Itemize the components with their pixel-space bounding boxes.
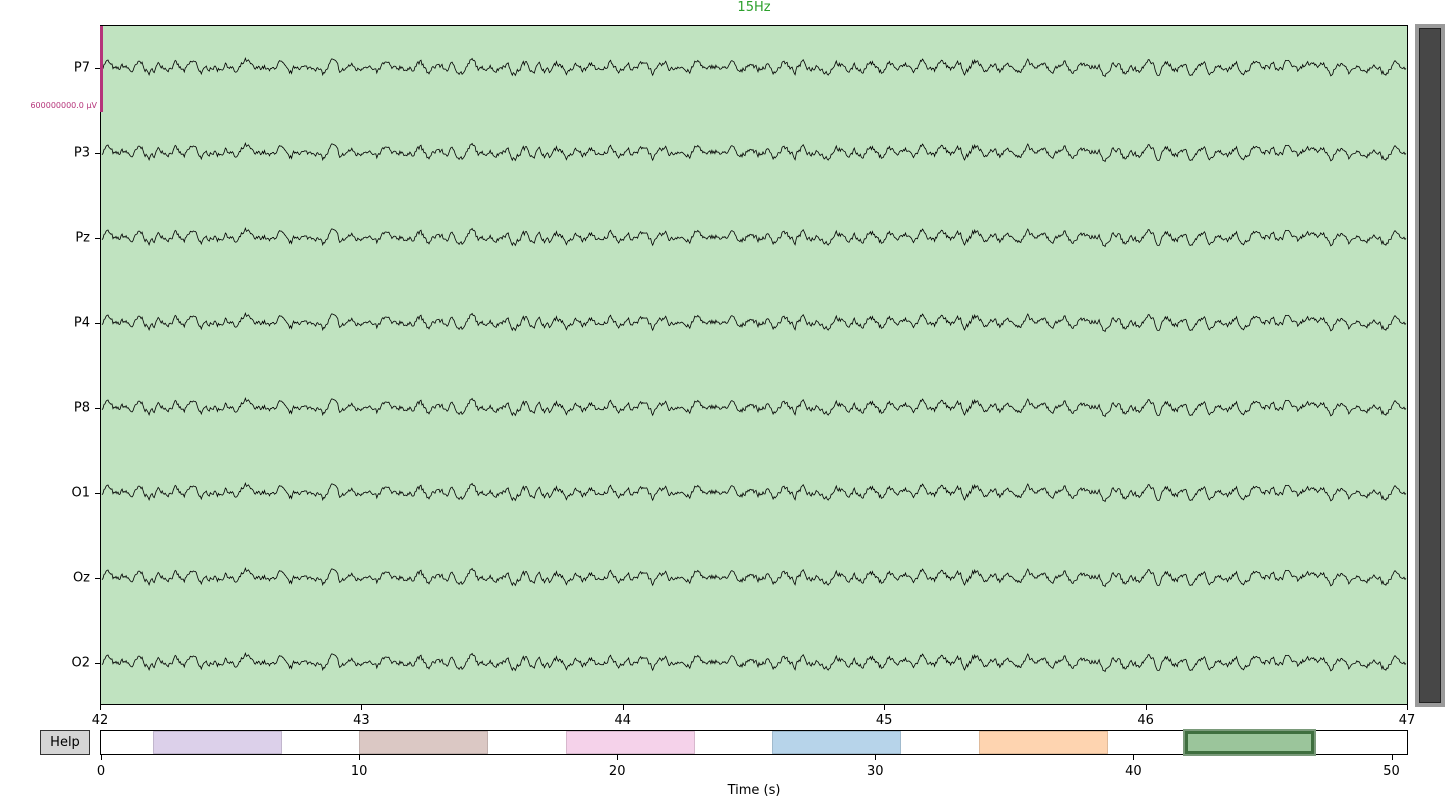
time-tick-label: 44: [614, 713, 632, 728]
eeg-traces: [101, 56, 1407, 673]
time-tick-label: 43: [353, 713, 370, 728]
overview-tick-label: 20: [608, 764, 626, 779]
time-tick: [100, 705, 101, 710]
scale-bar: [100, 26, 103, 112]
annotation-segment[interactable]: [978, 731, 1108, 754]
plot-title: 15Hz: [737, 0, 771, 15]
plot-area[interactable]: [100, 25, 1408, 705]
channel-scrollbar[interactable]: [1415, 24, 1445, 707]
overview-tick-label: 40: [1125, 764, 1142, 779]
overview-tick: [1133, 755, 1135, 760]
time-tick-label: 46: [1137, 713, 1154, 728]
overview-tick: [359, 755, 361, 760]
channel-label-p4[interactable]: P4: [73, 315, 90, 330]
annotation-segment[interactable]: [152, 731, 282, 754]
channel-tick: [95, 492, 100, 494]
scale-bar-label: 600000000.0 µV: [30, 101, 97, 110]
channel-label-p7[interactable]: P7: [73, 60, 90, 75]
overview-tick-label: 30: [867, 764, 884, 779]
channel-scrollbar-thumb[interactable]: [1419, 28, 1441, 703]
overview-tick: [101, 755, 102, 760]
annotation-segment[interactable]: [772, 731, 902, 754]
trace-p7: [101, 56, 1407, 78]
overview-tick-label: 50: [1383, 764, 1400, 779]
trace-o2: [101, 651, 1407, 673]
trace-oz: [101, 566, 1407, 588]
channel-label-o2[interactable]: O2: [71, 655, 90, 670]
channel-tick: [95, 662, 100, 664]
time-tick-label: 45: [875, 713, 893, 728]
trace-p3: [101, 141, 1407, 163]
trace-p8: [101, 396, 1407, 418]
channel-tick: [95, 407, 100, 409]
channel-tick: [95, 67, 100, 69]
trace-pz: [101, 226, 1407, 248]
annotation-segment[interactable]: [565, 731, 695, 754]
time-tick-label: 47: [1398, 713, 1416, 728]
channel-tick: [95, 322, 100, 324]
overview-tick-label: 10: [350, 764, 368, 779]
annotation-segment[interactable]: [359, 731, 489, 754]
channel-label-o1[interactable]: O1: [71, 485, 90, 500]
time-tick: [361, 705, 363, 710]
channel-label-pz[interactable]: Pz: [75, 230, 90, 245]
time-overview-scrollbar[interactable]: [100, 729, 1408, 756]
channel-tick: [95, 237, 100, 239]
overview-tick: [875, 755, 877, 760]
time-window-thumb[interactable]: [1183, 729, 1317, 756]
overview-tick-label: 0: [96, 764, 106, 779]
channel-label-p3[interactable]: P3: [73, 145, 90, 160]
time-tick: [622, 705, 624, 710]
overview-xlabel: Time (s): [727, 783, 781, 798]
trace-p4: [101, 311, 1407, 333]
overview-tick: [1391, 755, 1393, 760]
overview-tick: [617, 755, 619, 760]
time-tick: [1407, 705, 1408, 710]
trace-o1: [101, 481, 1407, 503]
time-tick: [1145, 705, 1147, 710]
time-tick-label: 42: [91, 713, 109, 728]
channel-label-oz[interactable]: Oz: [72, 570, 90, 585]
time-tick: [884, 705, 886, 710]
channel-tick: [95, 152, 100, 154]
channel-label-p8[interactable]: P8: [73, 400, 90, 415]
help-button[interactable]: Help: [40, 730, 90, 755]
channel-tick: [95, 577, 100, 579]
